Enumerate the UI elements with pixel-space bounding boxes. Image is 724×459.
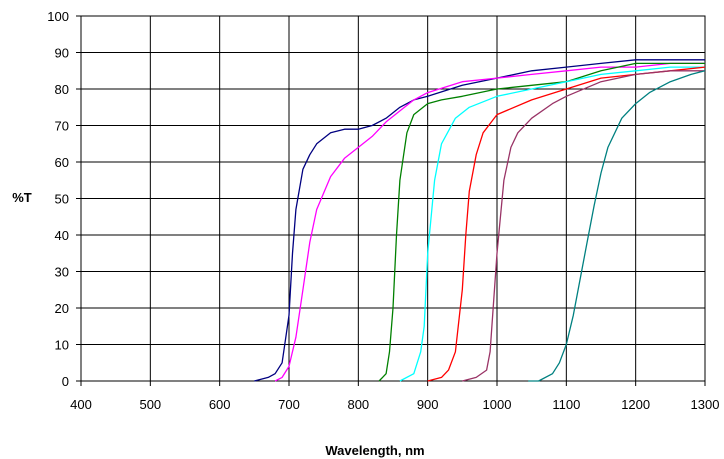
x-tick-label: 800 bbox=[347, 397, 369, 412]
x-tick-label: 1200 bbox=[621, 397, 650, 412]
series-line-5 bbox=[427, 66, 706, 382]
series-line-6 bbox=[462, 70, 705, 382]
series-line-1 bbox=[254, 59, 705, 382]
y-tick-label: 10 bbox=[55, 338, 69, 353]
x-tick-label: 600 bbox=[209, 397, 231, 412]
y-tick-label: 60 bbox=[55, 155, 69, 170]
y-tick-label: 20 bbox=[55, 301, 69, 316]
series-layer bbox=[254, 59, 706, 382]
x-tick-labels: 400 500 600 700 800 900 1000 1100 1200 1300 bbox=[70, 397, 719, 412]
y-tick-label: 50 bbox=[55, 192, 69, 207]
series-line-2 bbox=[274, 62, 705, 382]
y-tick-label: 0 bbox=[62, 374, 69, 389]
x-tick-label: 900 bbox=[417, 397, 439, 412]
series-line-4 bbox=[399, 66, 705, 382]
grid-lines bbox=[76, 15, 706, 386]
x-tick-label: 500 bbox=[139, 397, 161, 412]
y-tick-label: 40 bbox=[55, 228, 69, 243]
series-line-3 bbox=[378, 62, 705, 382]
y-tick-label: 80 bbox=[55, 82, 69, 97]
y-tick-label: 90 bbox=[55, 46, 69, 61]
y-tick-label: 100 bbox=[47, 9, 69, 24]
x-tick-label: 1100 bbox=[552, 397, 580, 412]
series-line-7 bbox=[528, 70, 706, 382]
plot-area-frame bbox=[80, 15, 706, 382]
x-tick-label: 400 bbox=[70, 397, 92, 412]
x-tick-label: 700 bbox=[278, 397, 300, 412]
y-tick-label: 30 bbox=[55, 265, 69, 280]
x-axis-title: Wavelength, nm bbox=[325, 443, 424, 458]
y-tick-labels: 0 10 20 30 40 50 60 70 80 90 100 bbox=[47, 9, 69, 389]
y-axis-title: %T bbox=[12, 190, 32, 205]
x-tick-label: 1000 bbox=[483, 397, 512, 412]
y-tick-label: 70 bbox=[55, 119, 69, 134]
x-tick-label: 1300 bbox=[691, 397, 720, 412]
